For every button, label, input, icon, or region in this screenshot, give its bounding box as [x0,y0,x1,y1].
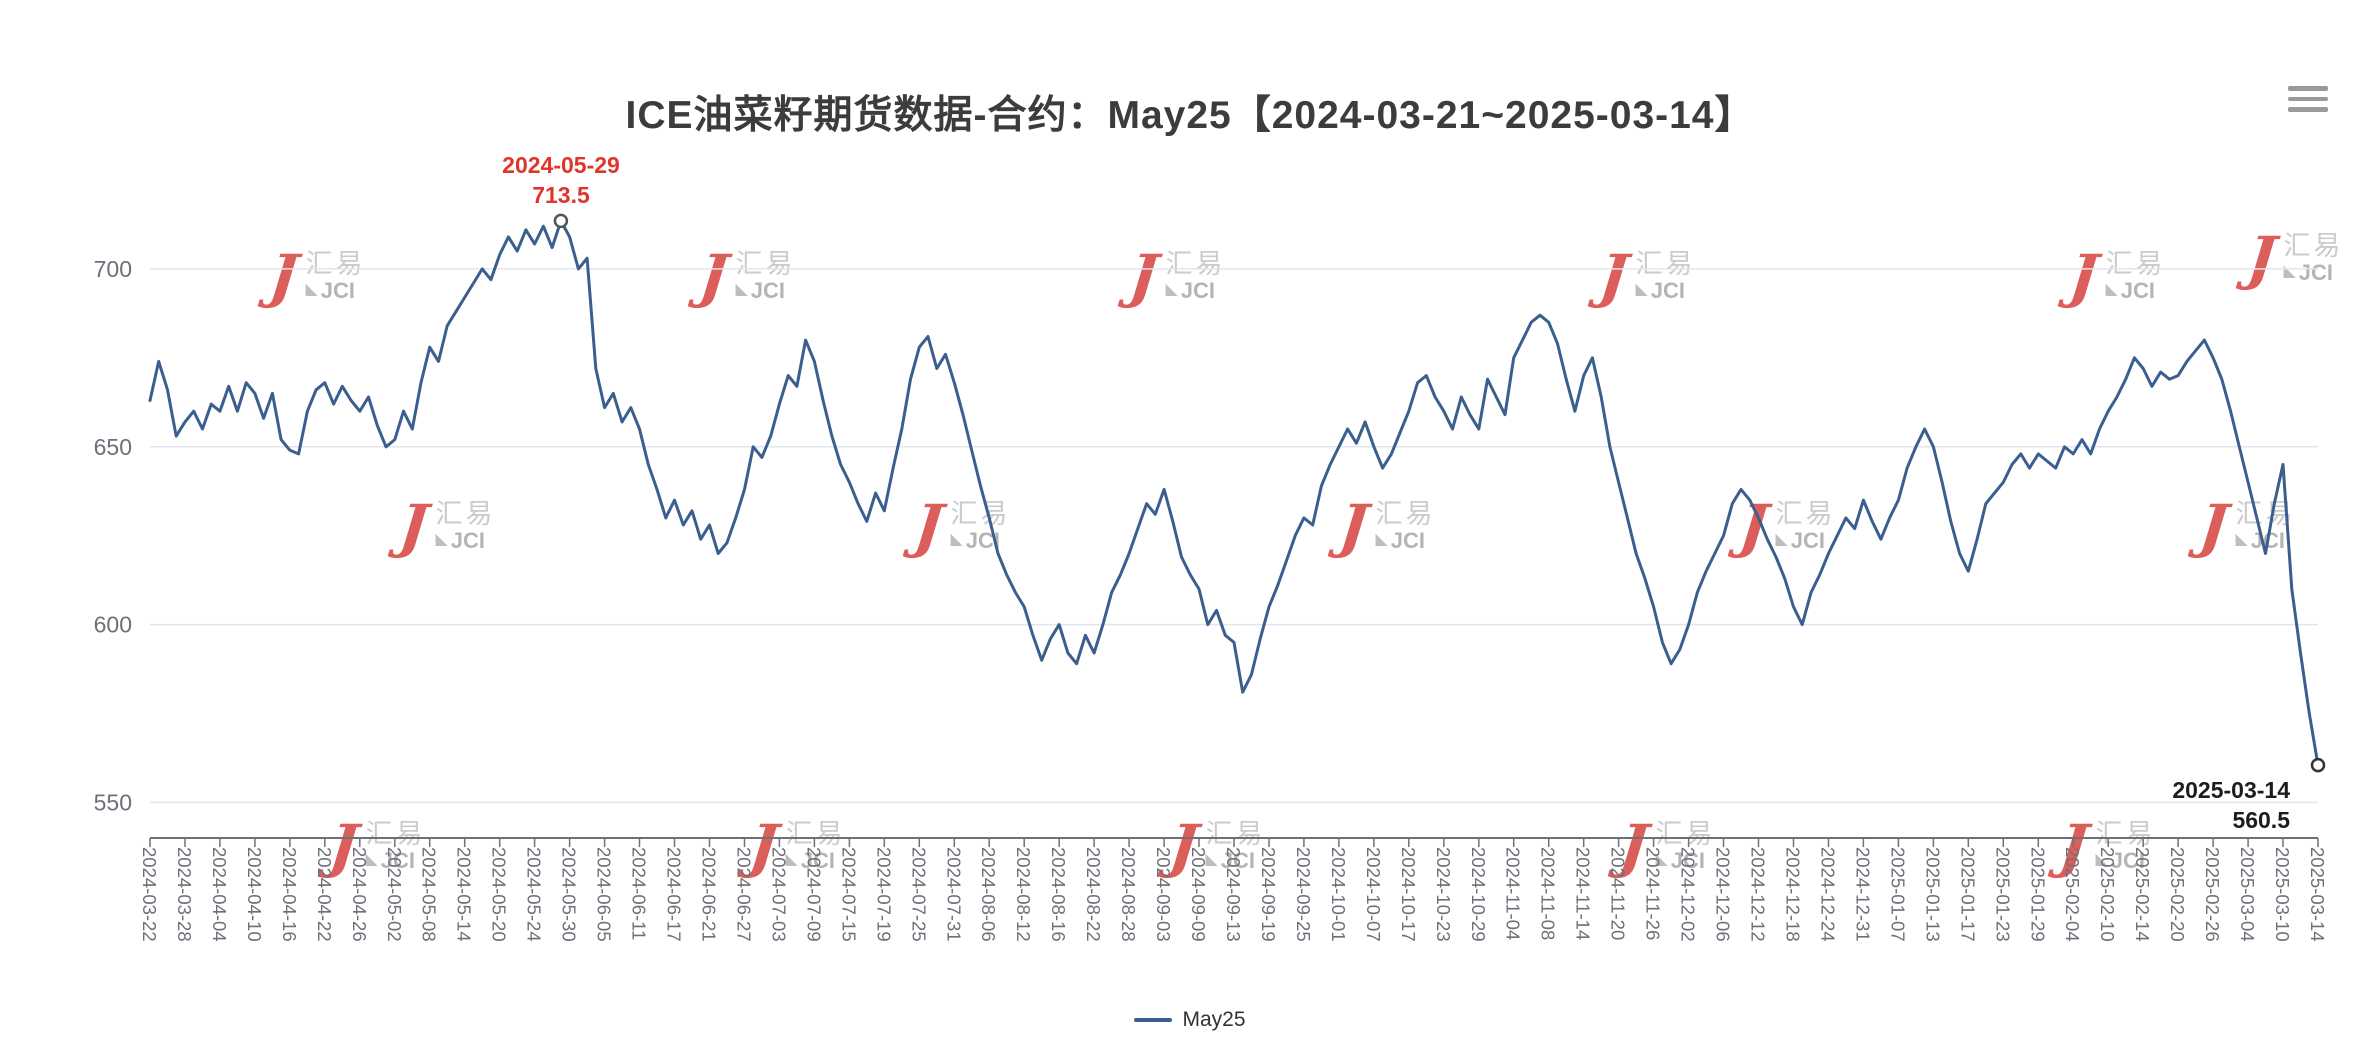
max-point-annotation: 2024-05-29 713.5 [446,150,676,210]
svg-text:2024-05-08: 2024-05-08 [419,847,440,942]
svg-text:2025-01-13: 2025-01-13 [1922,847,1943,942]
y-axis-labels: 550 600 650 700 [94,256,132,816]
svg-text:2024-06-21: 2024-06-21 [699,847,720,942]
svg-text:2024-10-07: 2024-10-07 [1363,847,1384,942]
menu-bar [2288,86,2328,91]
svg-text:550: 550 [94,789,132,815]
svg-text:2025-02-20: 2025-02-20 [2167,847,2188,942]
svg-text:2024-07-15: 2024-07-15 [838,847,859,942]
svg-text:2024-06-05: 2024-06-05 [594,847,615,942]
svg-text:2024-07-19: 2024-07-19 [873,847,894,942]
menu-icon[interactable] [2288,86,2330,118]
last-point-date: 2025-03-14 [2172,777,2290,803]
svg-text:2024-05-24: 2024-05-24 [524,847,545,942]
svg-text:2024-11-04: 2024-11-04 [1503,847,1524,940]
last-point-value: 560.5 [2232,807,2290,833]
svg-text:2024-11-20: 2024-11-20 [1608,847,1629,940]
svg-text:2024-09-13: 2024-09-13 [1223,847,1244,942]
svg-text:2024-11-14: 2024-11-14 [1573,847,1594,940]
x-axis: 2024-03-22 2024-03-28 2024-04-04 2024-04-10… [139,837,2328,942]
svg-text:2024-10-17: 2024-10-17 [1398,847,1419,942]
line-series-icon [1134,1018,1173,1022]
svg-text:2024-06-11: 2024-06-11 [629,847,650,940]
svg-text:2024-12-24: 2024-12-24 [1818,847,1839,942]
max-point-date: 2024-05-29 [502,152,620,178]
svg-text:2024-04-10: 2024-04-10 [244,847,265,942]
svg-text:2024-12-31: 2024-12-31 [1852,847,1873,942]
svg-text:2025-03-04: 2025-03-04 [2237,847,2258,942]
svg-text:2025-01-17: 2025-01-17 [1957,847,1978,942]
max-point-marker [553,213,569,229]
max-point-value: 713.5 [532,182,590,208]
svg-text:2024-10-29: 2024-10-29 [1468,847,1489,942]
point-markers [553,213,2326,773]
svg-text:2024-11-08: 2024-11-08 [1538,847,1559,940]
svg-text:2024-09-19: 2024-09-19 [1258,847,1279,942]
svg-text:2024-04-04: 2024-04-04 [209,847,230,942]
svg-text:2024-04-26: 2024-04-26 [349,847,370,942]
svg-text:2024-07-09: 2024-07-09 [803,847,824,942]
svg-text:2024-09-25: 2024-09-25 [1293,847,1314,942]
svg-text:2024-05-30: 2024-05-30 [559,847,580,942]
svg-text:2025-02-10: 2025-02-10 [2097,847,2118,942]
svg-text:2024-08-12: 2024-08-12 [1013,847,1034,942]
svg-text:2024-05-14: 2024-05-14 [454,847,475,942]
svg-text:2024-07-25: 2024-07-25 [908,847,929,942]
last-point-annotation: 2025-03-14 560.5 [2060,775,2290,835]
svg-text:650: 650 [94,434,132,460]
svg-text:2024-09-03: 2024-09-03 [1153,847,1174,942]
last-point-marker [2310,757,2326,773]
svg-text:2024-03-22: 2024-03-22 [139,847,160,942]
svg-text:2025-02-04: 2025-02-04 [2062,847,2083,942]
grid-lines [150,268,2318,804]
svg-text:2024-12-12: 2024-12-12 [1748,847,1769,942]
svg-text:2024-12-06: 2024-12-06 [1713,847,1734,942]
legend-item-may25[interactable]: May25 [1134,1008,1246,1032]
svg-text:2024-12-02: 2024-12-02 [1678,847,1699,942]
svg-text:2025-03-14: 2025-03-14 [2307,847,2328,942]
svg-text:2024-04-16: 2024-04-16 [279,847,300,942]
svg-text:2024-07-31: 2024-07-31 [943,847,964,942]
svg-text:2024-11-26: 2024-11-26 [1643,847,1664,940]
svg-text:2024-09-09: 2024-09-09 [1188,847,1209,942]
svg-text:700: 700 [94,256,132,282]
legend: May25 [0,1008,2380,1032]
svg-text:2025-01-07: 2025-01-07 [1887,847,1908,942]
svg-text:2025-01-29: 2025-01-29 [2027,847,2048,942]
svg-text:2024-05-20: 2024-05-20 [489,847,510,942]
menu-bar [2288,96,2328,101]
svg-text:2024-10-23: 2024-10-23 [1433,847,1454,942]
svg-text:2024-10-01: 2024-10-01 [1328,847,1349,942]
svg-text:2025-02-26: 2025-02-26 [2202,847,2223,942]
svg-text:2025-03-10: 2025-03-10 [2272,847,2293,942]
svg-text:2025-02-14: 2025-02-14 [2132,847,2153,942]
svg-text:2024-08-16: 2024-08-16 [1048,847,1069,942]
svg-text:2024-12-18: 2024-12-18 [1783,847,1804,942]
legend-label: May25 [1182,1008,1246,1031]
svg-text:2024-08-28: 2024-08-28 [1118,847,1139,942]
svg-text:2024-08-22: 2024-08-22 [1083,847,1104,942]
svg-text:2024-03-28: 2024-03-28 [174,847,195,942]
svg-text:2024-04-22: 2024-04-22 [314,847,335,942]
svg-text:2025-01-23: 2025-01-23 [1992,847,2013,942]
menu-bar [2288,107,2328,112]
svg-text:2024-06-27: 2024-06-27 [734,847,755,942]
svg-text:2024-06-17: 2024-06-17 [664,847,685,942]
svg-text:600: 600 [94,612,132,638]
chart-title: ICE油菜籽期货数据-合约：May25【2024-03-21~2025-03-1… [625,94,1755,137]
price-line-series [148,219,2320,767]
svg-text:2024-07-03: 2024-07-03 [768,847,789,942]
svg-text:2024-05-02: 2024-05-02 [384,847,405,942]
svg-text:2024-08-06: 2024-08-06 [978,847,999,942]
